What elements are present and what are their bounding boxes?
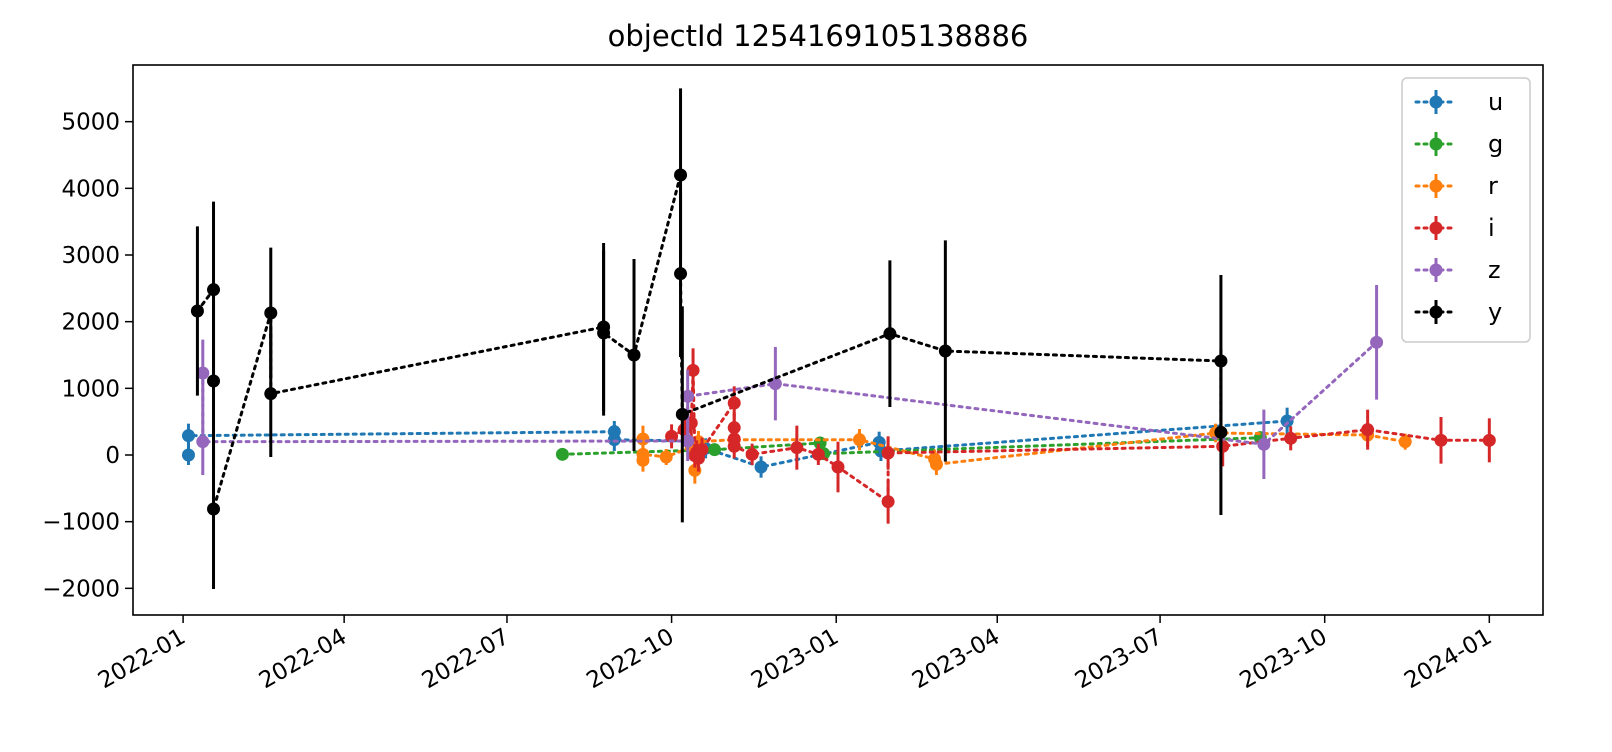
data-point-y bbox=[674, 267, 688, 281]
x-axis: 2022-01 2022-04 2022-07 2022-10 2023-01 2023-… bbox=[94, 615, 1496, 694]
legend-item-u: u bbox=[1414, 88, 1503, 116]
data-point-z bbox=[681, 389, 695, 403]
data-point-i bbox=[727, 396, 741, 410]
data-point-i bbox=[831, 460, 845, 474]
chart-title: objectId 1254169105138886 bbox=[608, 19, 1029, 53]
series-z bbox=[196, 285, 1384, 479]
x-tick-label: 2023-10 bbox=[1235, 624, 1331, 695]
legend-label: y bbox=[1488, 298, 1502, 326]
data-point-u bbox=[1280, 414, 1294, 428]
x-tick-label: 2022-04 bbox=[255, 624, 351, 695]
data-point-z bbox=[196, 435, 210, 449]
data-point-y bbox=[207, 502, 221, 516]
data-point-i bbox=[790, 441, 804, 455]
y-tick-label: 4000 bbox=[61, 176, 120, 202]
data-point-y bbox=[674, 168, 688, 182]
data-point-z bbox=[1370, 335, 1384, 349]
legend-label: i bbox=[1488, 214, 1495, 242]
data-point-r bbox=[659, 450, 673, 464]
legend-marker bbox=[1429, 137, 1443, 151]
data-point-i bbox=[1361, 423, 1375, 437]
y-tick-label: 2000 bbox=[61, 310, 120, 336]
x-tick-label: 2023-07 bbox=[1071, 624, 1167, 695]
y-tick-label: 3000 bbox=[61, 243, 120, 269]
data-point-i bbox=[881, 446, 895, 460]
data-point-u bbox=[181, 448, 195, 462]
data-point-y bbox=[938, 344, 952, 358]
y-tick-label: −1000 bbox=[42, 510, 120, 536]
legend-box bbox=[1401, 77, 1531, 343]
data-point-z bbox=[196, 366, 210, 380]
data-point-r bbox=[636, 447, 650, 461]
data-point-i bbox=[695, 443, 709, 457]
legend-item-r: r bbox=[1414, 172, 1498, 200]
plot-area bbox=[133, 65, 1543, 615]
legend-marker bbox=[1429, 179, 1443, 193]
data-point-i bbox=[665, 429, 679, 443]
data-point-g bbox=[555, 447, 569, 461]
legend-item-i: i bbox=[1414, 214, 1495, 242]
data-point-z bbox=[681, 434, 695, 448]
data-point-u bbox=[181, 429, 195, 443]
data-point-r bbox=[1398, 435, 1412, 449]
data-point-y bbox=[207, 283, 221, 297]
data-point-i bbox=[1284, 431, 1298, 445]
data-point-i bbox=[811, 447, 825, 461]
data-point-y bbox=[264, 306, 278, 320]
legend-marker bbox=[1429, 305, 1443, 319]
data-point-g bbox=[708, 443, 722, 457]
data-point-i bbox=[727, 439, 741, 453]
plot-frame bbox=[132, 64, 1544, 616]
legend-label: u bbox=[1488, 88, 1503, 116]
data-point-r bbox=[852, 433, 866, 447]
legend-label: g bbox=[1488, 130, 1503, 158]
legend-label: r bbox=[1488, 172, 1498, 200]
x-tick-label: 2023-04 bbox=[908, 624, 1004, 695]
legend-item-z: z bbox=[1414, 256, 1501, 284]
x-tick-label: 2024-01 bbox=[1400, 624, 1496, 695]
legend-marker bbox=[1429, 221, 1443, 235]
data-point-i bbox=[686, 363, 700, 377]
data-point-i bbox=[1216, 439, 1230, 453]
y-tick-label: 0 bbox=[105, 443, 120, 469]
legend-marker bbox=[1429, 95, 1443, 109]
data-point-y bbox=[190, 304, 204, 318]
data-point-i bbox=[1434, 433, 1448, 447]
x-tick-label: 2022-10 bbox=[582, 624, 678, 695]
x-tick-label: 2022-07 bbox=[418, 624, 514, 695]
legend-marker bbox=[1429, 263, 1443, 277]
y-tick-label: 1000 bbox=[61, 376, 120, 402]
data-point-u bbox=[754, 460, 768, 474]
legend-item-y: y bbox=[1414, 298, 1502, 326]
legend-label: z bbox=[1488, 256, 1501, 284]
series-r bbox=[636, 423, 1412, 484]
data-point-i bbox=[745, 447, 759, 461]
series-i bbox=[665, 348, 1496, 524]
data-point-y bbox=[597, 326, 611, 340]
series-layer bbox=[181, 88, 1496, 589]
data-point-y bbox=[675, 407, 689, 421]
data-point-y bbox=[883, 327, 897, 341]
series-y bbox=[190, 88, 1228, 589]
series-line-y bbox=[195, 174, 1223, 510]
y-tick-label: −2000 bbox=[42, 576, 120, 602]
data-point-i bbox=[881, 495, 895, 509]
data-point-y bbox=[207, 374, 221, 388]
data-point-z bbox=[1257, 437, 1271, 451]
y-axis: −2000 −1000 0 1000 2000 3000 4000 5000 bbox=[42, 110, 133, 602]
data-point-i bbox=[1482, 433, 1496, 447]
data-point-y bbox=[1214, 425, 1228, 439]
x-tick-label: 2023-01 bbox=[747, 624, 843, 695]
data-point-r bbox=[929, 457, 943, 471]
x-tick-label: 2022-01 bbox=[94, 624, 190, 695]
data-point-y bbox=[264, 387, 278, 401]
legend-item-g: g bbox=[1414, 130, 1503, 158]
data-point-y bbox=[627, 348, 641, 362]
y-tick-label: 5000 bbox=[61, 110, 120, 136]
